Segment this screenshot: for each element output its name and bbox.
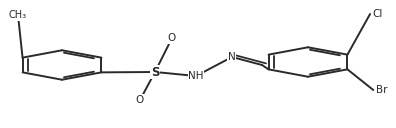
Text: Br: Br xyxy=(376,85,388,95)
Text: O: O xyxy=(168,33,176,43)
Text: Cl: Cl xyxy=(373,9,383,19)
Text: CH₃: CH₃ xyxy=(9,10,27,20)
Text: N: N xyxy=(228,52,236,62)
Text: S: S xyxy=(151,66,159,78)
Text: O: O xyxy=(136,95,144,105)
Text: NH: NH xyxy=(188,71,204,81)
